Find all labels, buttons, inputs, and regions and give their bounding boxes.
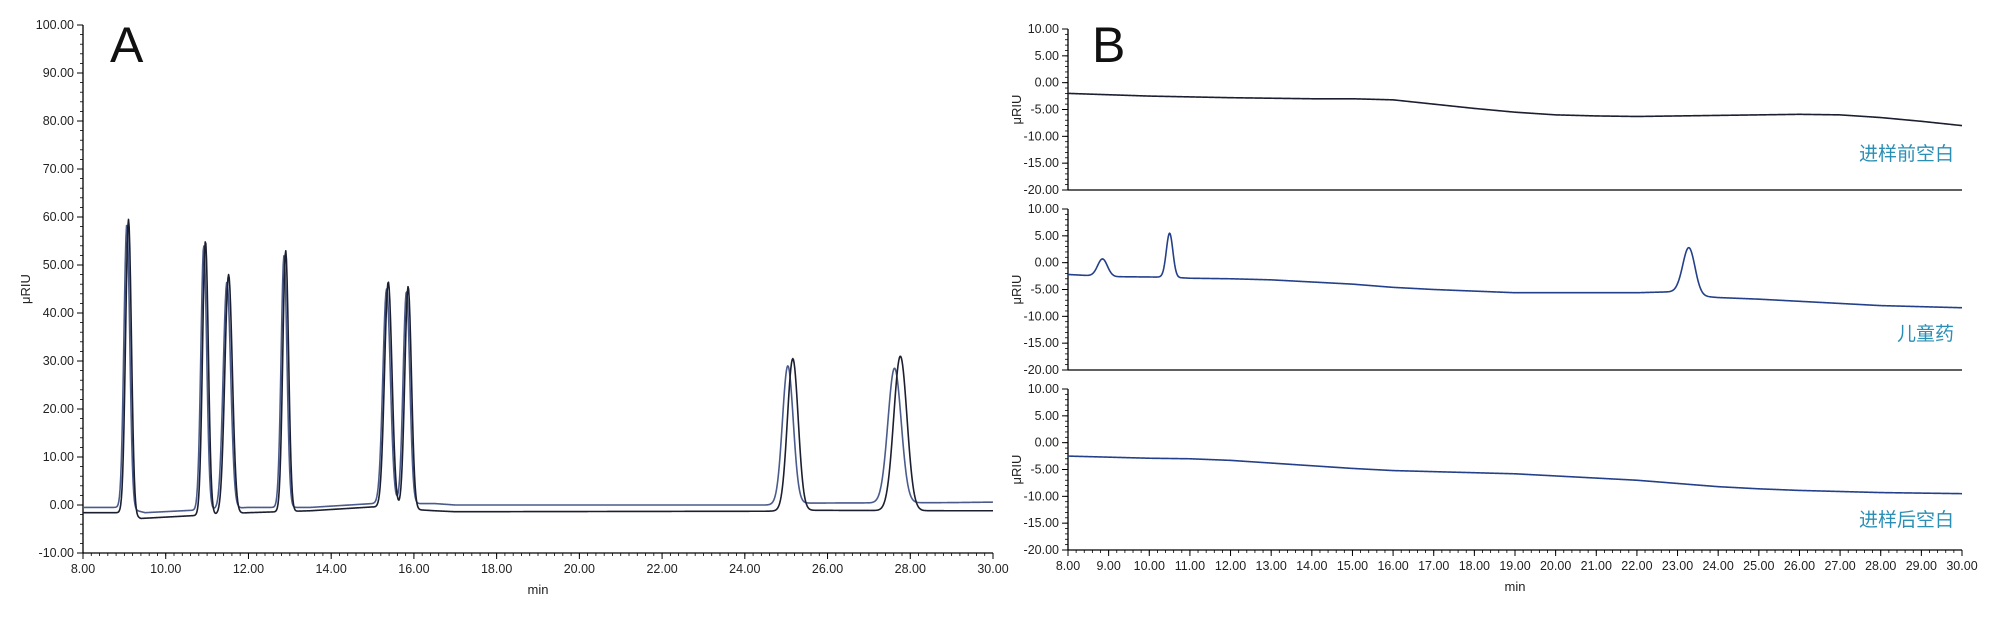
y-tick-label: -20.00: [1024, 183, 1059, 197]
y-tick-label: 10.00: [43, 450, 74, 464]
x-tick-label: 10.00: [1134, 559, 1165, 573]
y-tick-label: 70.00: [43, 162, 74, 176]
y-tick-label: 0.00: [1035, 436, 1059, 450]
y-axis-title: μRIU: [1009, 455, 1024, 485]
x-tick-label: 22.00: [646, 562, 677, 576]
y-tick-label: -10.00: [1024, 129, 1059, 143]
trace-label: 儿童药: [1897, 323, 1954, 345]
x-tick-label: 18.00: [481, 562, 512, 576]
x-tick-label: 22.00: [1621, 559, 1652, 573]
y-tick-label: -5.00: [1031, 283, 1060, 297]
y-tick-label: -10.00: [39, 546, 74, 560]
y-tick-label: 30.00: [43, 354, 74, 368]
x-tick-label: 9.00: [1096, 559, 1120, 573]
y-axis-title: μRIU: [1009, 275, 1024, 305]
y-tick-label: -10.00: [1024, 489, 1059, 503]
y-tick-label: -20.00: [1024, 363, 1059, 377]
y-tick-label: -20.00: [1024, 543, 1059, 557]
y-tick-label: 40.00: [43, 306, 74, 320]
chart-panel-b-post-blank: -20.00 -15.00 -10.00 -5.00 0.00 5.00 10.00 8.00…: [1009, 382, 1978, 594]
series-line-1: [1067, 455, 1963, 495]
y-tick-label: -15.00: [1024, 336, 1059, 350]
y-tick-label: 0.00: [1035, 76, 1059, 90]
x-tick-label: 16.00: [398, 562, 429, 576]
x-tick-label: 16.00: [1377, 559, 1408, 573]
trace-label: 进样前空白: [1859, 143, 1954, 165]
y-tick-label: 20.00: [43, 402, 74, 416]
x-axis-title: min: [528, 582, 549, 597]
y-tick-label: -15.00: [1024, 156, 1059, 170]
series-line-1: [1067, 92, 1963, 127]
x-tick-label: 27.00: [1824, 559, 1855, 573]
x-tick-label: 28.00: [895, 562, 926, 576]
y-axis-title: μRIU: [1009, 95, 1024, 125]
y-tick-label: 0.00: [1035, 256, 1059, 270]
x-tick-label: 14.00: [316, 562, 347, 576]
y-tick-label: -5.00: [1031, 103, 1060, 117]
x-tick-label: 13.00: [1256, 559, 1287, 573]
x-tick-label: 19.00: [1499, 559, 1530, 573]
x-tick-label: 17.00: [1418, 559, 1449, 573]
x-tick-label: 12.00: [1215, 559, 1246, 573]
x-tick-label: 15.00: [1337, 559, 1368, 573]
y-tick-label: 10.00: [1028, 22, 1059, 36]
x-tick-label: 28.00: [1865, 559, 1896, 573]
x-tick-label: 30.00: [977, 562, 1008, 576]
y-tick-label: 60.00: [43, 210, 74, 224]
x-tick-label: 12.00: [233, 562, 264, 576]
x-tick-label: 29.00: [1906, 559, 1937, 573]
x-tick-label: 26.00: [812, 562, 843, 576]
x-tick-label: 8.00: [1056, 559, 1080, 573]
y-tick-label: 100.00: [36, 18, 74, 32]
x-tick-label: 8.00: [71, 562, 95, 576]
y-tick-label: 10.00: [1028, 202, 1059, 216]
chart-panel-a: -10.00 0.00 10.00 20.00 30.00 40.00 50.00 60.00…: [18, 18, 1009, 597]
x-tick-label: 23.00: [1662, 559, 1693, 573]
series-line-1: [82, 224, 994, 514]
y-axis-title: μRIU: [18, 274, 33, 304]
y-tick-label: -5.00: [1031, 463, 1060, 477]
x-tick-label: 11.00: [1175, 559, 1205, 573]
y-tick-label: 90.00: [43, 66, 74, 80]
x-tick-label: 30.00: [1946, 559, 1977, 573]
x-tick-label: 20.00: [1540, 559, 1571, 573]
panel-letter-a: A: [110, 17, 144, 73]
y-tick-label: 80.00: [43, 114, 74, 128]
x-axis-title: min: [1505, 579, 1526, 594]
x-tick-label: 21.00: [1581, 559, 1612, 573]
chart-panel-b-pediatric-drug: -20.00 -15.00 -10.00 -5.00 0.00 5.00 10.00 μRIU…: [1009, 202, 1963, 377]
series-line-2: [82, 218, 994, 520]
x-tick-label: 24.00: [729, 562, 760, 576]
y-tick-label: 5.00: [1035, 409, 1059, 423]
y-tick-label: -10.00: [1024, 309, 1059, 323]
x-tick-label: 24.00: [1703, 559, 1734, 573]
y-tick-label: 5.00: [1035, 49, 1059, 63]
panel-letter-b: B: [1092, 17, 1125, 73]
trace-label: 进样后空白: [1859, 509, 1954, 531]
y-tick-label: 5.00: [1035, 229, 1059, 243]
chart-panel-b-pre-blank: -20.00 -15.00 -10.00 -5.00 0.00 5.00 10.00 μRIU…: [1009, 22, 1963, 197]
x-tick-label: 20.00: [564, 562, 595, 576]
x-tick-label: 14.00: [1296, 559, 1327, 573]
x-tick-label: 25.00: [1743, 559, 1774, 573]
series-line-1: [1067, 232, 1963, 309]
y-tick-label: 0.00: [50, 498, 74, 512]
y-tick-label: -15.00: [1024, 516, 1059, 530]
x-tick-label: 18.00: [1459, 559, 1490, 573]
y-tick-label: 10.00: [1028, 382, 1059, 396]
x-tick-label: 10.00: [150, 562, 181, 576]
x-tick-label: 26.00: [1784, 559, 1815, 573]
y-tick-label: 50.00: [43, 258, 74, 272]
